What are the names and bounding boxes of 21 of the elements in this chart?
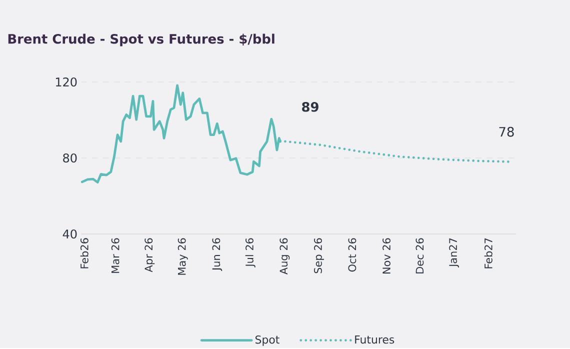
annotation: 89 (302, 102, 318, 112)
annotation: 78 (499, 126, 514, 137)
y-tick-label: 120 (56, 77, 77, 86)
x-tick-label: Mar 26 (111, 238, 120, 273)
legend-label: Futures (355, 335, 394, 344)
x-tick-label: Jun 26 (212, 238, 222, 272)
x-tick-label: Aug 26 (280, 238, 290, 274)
x-tick-label: Sep 26 (314, 238, 324, 274)
chart-title: Brent Crude - Spot vs Futures - $/bbl (8, 34, 274, 46)
x-tick-label: Apr 26 (144, 238, 155, 272)
x-tick-label: Jan27 (449, 238, 459, 268)
y-tick-label: 80 (63, 153, 77, 162)
x-tick-label: Feb27 (484, 238, 492, 268)
legend-label: Spot (255, 335, 280, 346)
x-tick-label: Nov 26 (382, 238, 390, 274)
x-tick-label: Feb26 (80, 238, 88, 268)
x-tick-label: Dec 26 (416, 238, 424, 274)
x-tick-label: May 26 (178, 238, 188, 275)
x-tick-label: Oct 26 (348, 238, 356, 272)
x-tick-label: Jul 26 (245, 238, 256, 268)
y-tick-label: 40 (62, 229, 77, 238)
